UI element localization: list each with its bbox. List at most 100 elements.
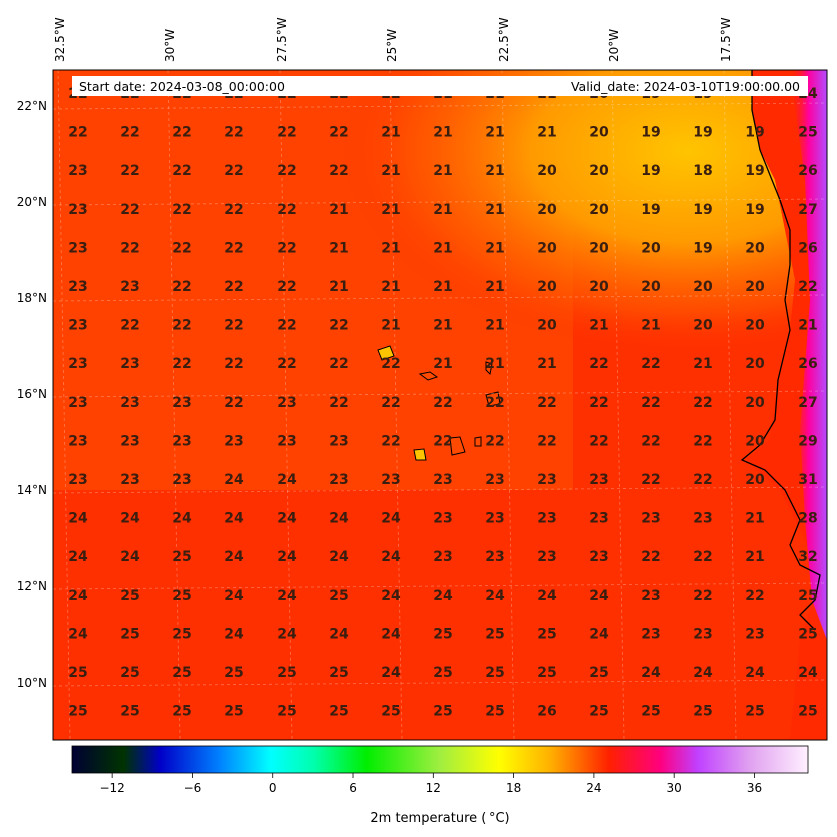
colorbar-tick-label: 36 (747, 781, 762, 795)
grid-value: 19 (745, 163, 764, 179)
grid-value: 21 (589, 318, 608, 334)
grid-value: 22 (172, 356, 191, 372)
grid-value: 22 (798, 279, 817, 295)
lon-label: 17.5°W (719, 17, 733, 62)
colorbar-tick-label: 24 (586, 781, 601, 795)
grid-value: 21 (381, 125, 400, 141)
grid-value: 23 (433, 472, 452, 488)
island-santo-antao (377, 345, 395, 361)
grid-value: 22 (224, 395, 243, 411)
grid-value: 23 (120, 279, 139, 295)
grid-value: 19 (693, 125, 712, 141)
grid-value: 23 (589, 472, 608, 488)
grid-value: 25 (224, 704, 243, 720)
grid-value: 24 (224, 472, 244, 488)
colorbar-tick-label: 0 (269, 781, 277, 795)
grid-value: 23 (68, 472, 87, 488)
grid-value: 24 (381, 511, 401, 527)
grid-value: 23 (329, 472, 348, 488)
grid-value: 20 (693, 318, 713, 334)
grid-value: 25 (798, 125, 817, 141)
grid-value: 32 (798, 549, 817, 565)
grid-value: 23 (641, 588, 660, 604)
grid-value: 23 (433, 549, 452, 565)
island-sal (485, 361, 493, 376)
grid-value: 22 (745, 588, 764, 604)
grid-value: 23 (224, 433, 243, 449)
grid-value: 25 (433, 704, 452, 720)
grid-value: 25 (798, 626, 817, 642)
meridian-line (723, 70, 737, 740)
value-labels: 22 22 22 22 22 22 22 21 21 21 20 19 19 24 22 22 22 22 22 22… (68, 86, 818, 720)
grid-value: 23 (172, 472, 191, 488)
grid-value: 21 (433, 318, 452, 334)
grid-value: 21 (381, 318, 400, 334)
grid-value: 24 (798, 665, 818, 681)
grid-value: 23 (485, 472, 504, 488)
grid-value: 20 (537, 202, 557, 218)
grid-value: 23 (537, 549, 556, 565)
grid-value: 25 (172, 588, 191, 604)
grid-value: 22 (641, 356, 660, 372)
island-maio (474, 436, 482, 447)
meridian-line (389, 70, 403, 740)
grid-value: 23 (589, 549, 608, 565)
grid-value: 23 (172, 395, 191, 411)
colorbar-tick-label: −12 (99, 781, 124, 795)
grid-value: 25 (485, 665, 504, 681)
grid-value: 22 (485, 395, 504, 411)
grid-value: 23 (68, 395, 87, 411)
meridian-line (167, 70, 181, 740)
grid-value: 20 (537, 279, 557, 295)
grid-value: 20 (745, 433, 765, 449)
grid-value: 21 (433, 279, 452, 295)
grid-value: 28 (798, 511, 817, 527)
lat-label: 14°N (17, 483, 47, 497)
grid-value: 24 (224, 511, 244, 527)
grid-value: 22 (277, 240, 296, 256)
grid-value: 20 (693, 279, 713, 295)
grid-value: 24 (224, 588, 244, 604)
grid-value: 19 (641, 202, 660, 218)
grid-value: 25 (277, 704, 296, 720)
grid-value: 24 (641, 665, 661, 681)
lat-label: 18°N (17, 291, 47, 305)
grid-value: 25 (485, 704, 504, 720)
valid-date-label: Valid_date: 2024-03-10T19:00:00.00 (571, 79, 800, 94)
island-fogo (413, 448, 427, 461)
grid-value: 25 (120, 588, 139, 604)
grid-value: 23 (381, 472, 400, 488)
grid-value: 27 (798, 395, 817, 411)
grid-value: 22 (693, 588, 712, 604)
grid-value: 26 (798, 356, 817, 372)
grid-value: 20 (745, 318, 765, 334)
meridian-line (279, 70, 293, 740)
grid-value: 24 (589, 626, 609, 642)
grid-value: 25 (120, 704, 139, 720)
grid-value: 24 (277, 472, 297, 488)
grid-value: 23 (68, 163, 87, 179)
land-africa (745, 70, 827, 740)
grid-value: 25 (172, 704, 191, 720)
grid-value: 20 (589, 163, 609, 179)
grid-value: 23 (120, 433, 139, 449)
grid-value: 25 (172, 626, 191, 642)
grid-value: 20 (589, 279, 609, 295)
meridian-line (57, 70, 71, 740)
grid-value: 22 (589, 395, 608, 411)
grid-value: 22 (537, 395, 556, 411)
grid-value: 20 (745, 240, 765, 256)
grid-value: 24 (381, 626, 401, 642)
header-bar (72, 76, 808, 96)
grid-value: 22 (641, 433, 660, 449)
grid-value: 19 (745, 202, 764, 218)
grid-value: 22 (120, 202, 139, 218)
grid-value: 21 (433, 125, 452, 141)
grid-value: 25 (68, 665, 87, 681)
grid-value: 24 (329, 626, 349, 642)
grid-value: 25 (329, 665, 348, 681)
grid-value: 22 (224, 240, 243, 256)
map-panel: 22 22 22 22 22 22 22 21 21 21 20 19 19 24 22 22 22 22 22 22… (53, 70, 827, 740)
grid-value: 22 (224, 318, 243, 334)
grid-value: 23 (433, 511, 452, 527)
